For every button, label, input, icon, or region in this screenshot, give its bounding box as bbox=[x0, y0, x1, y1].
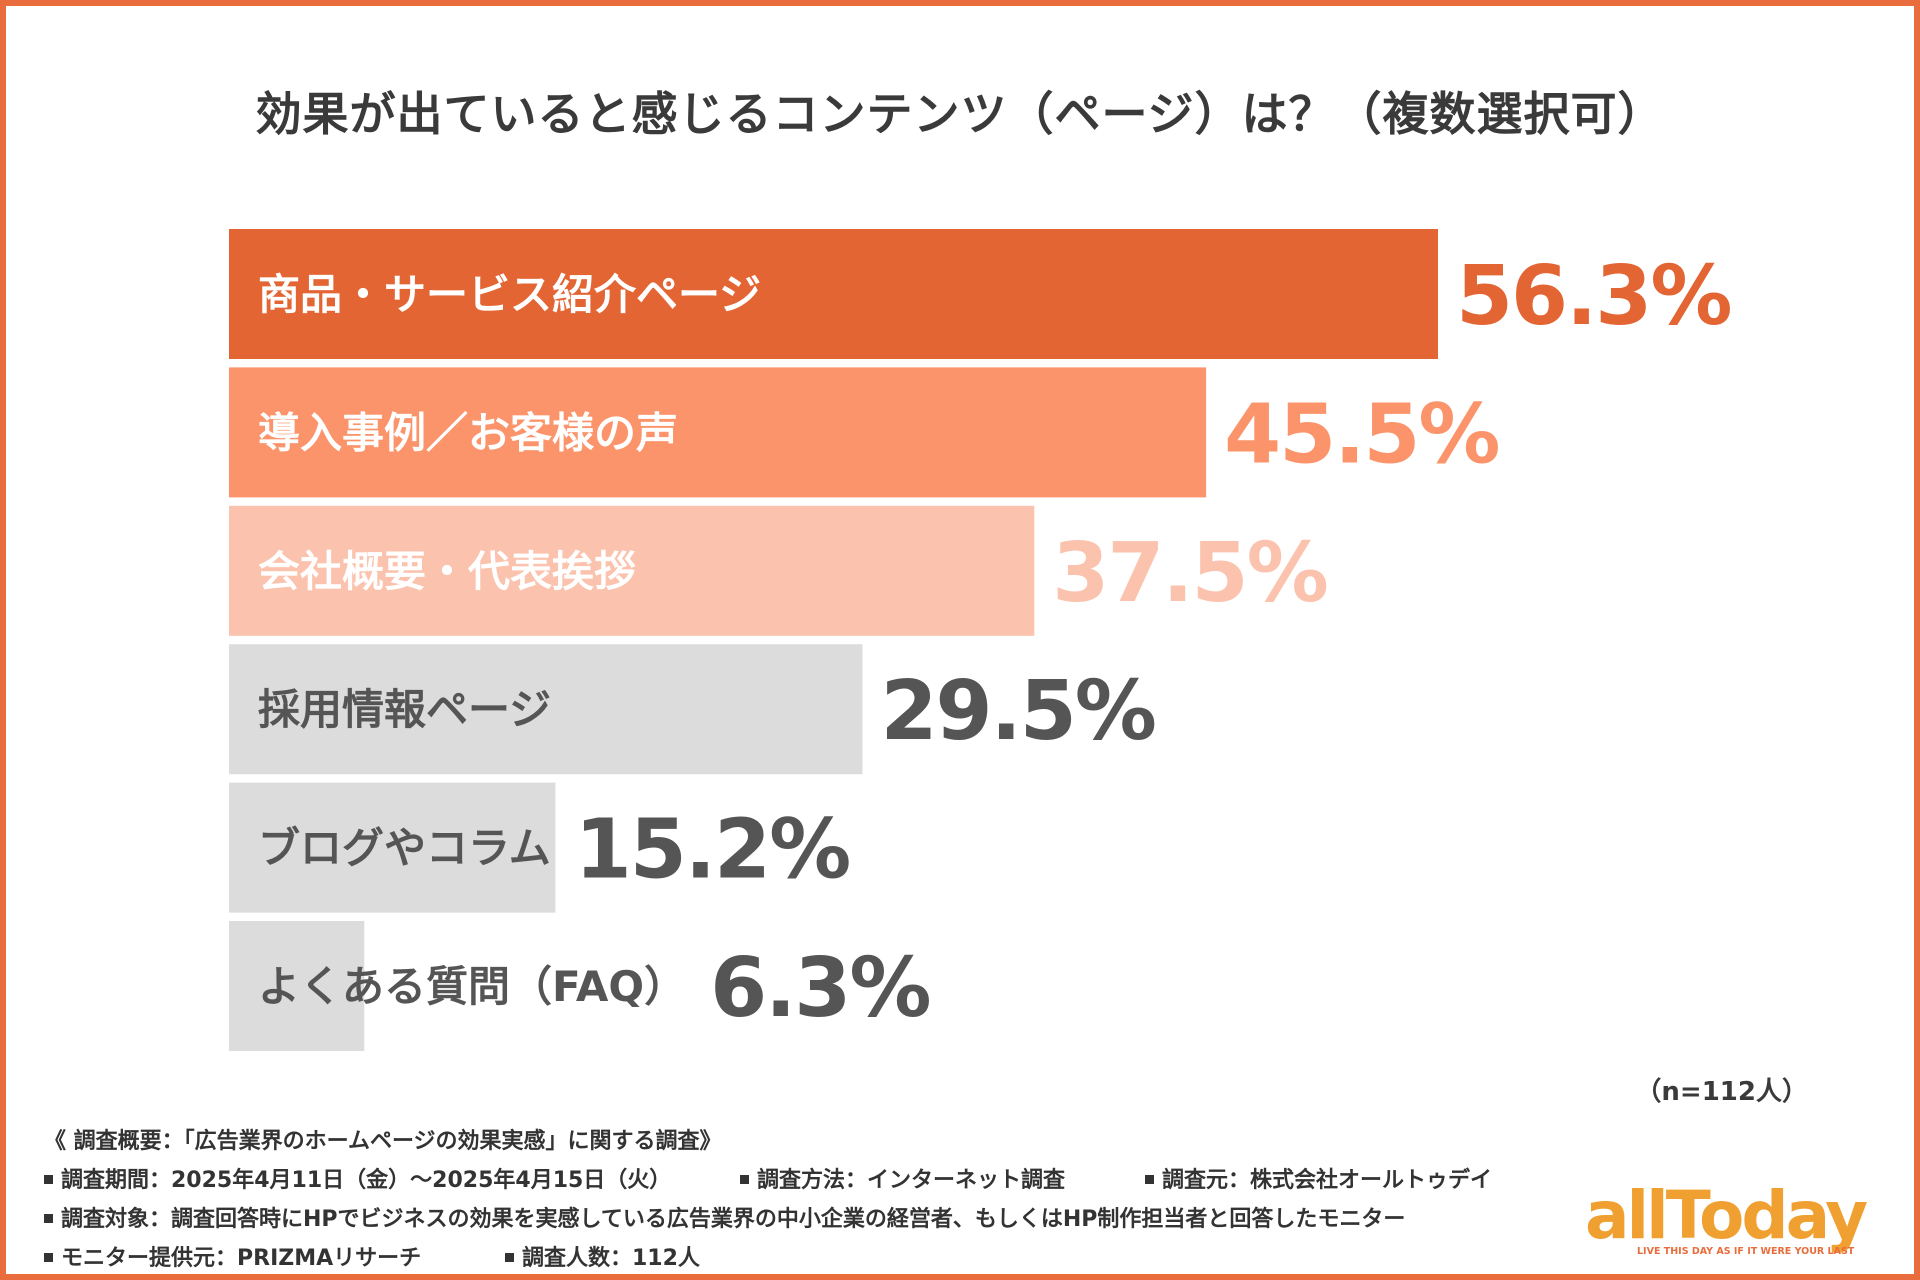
bar-label-5: ブログやコラム bbox=[258, 824, 551, 873]
bar-value-6: 6.3% bbox=[710, 941, 929, 1036]
sample-size-note: （n=112人） bbox=[1635, 1077, 1808, 1107]
bar-1 bbox=[229, 229, 1438, 359]
logo-tagline: LIVE THIS DAY AS IF IT WERE YOUR LAST bbox=[1637, 1246, 1855, 1257]
bar-6 bbox=[229, 921, 365, 1051]
survey-method: 調査方法：インターネット調査 bbox=[740, 1162, 1065, 1194]
survey-summary: 《 調査概要：「広告業界のホームページの効果実感」に関する調査》 bbox=[44, 1129, 722, 1154]
bar-value-5: 15.2% bbox=[575, 803, 849, 898]
alltoday-logo: allToday LIVE THIS DAY AS IF IT WERE YOU… bbox=[1585, 1177, 1885, 1265]
bar-value-4: 29.5% bbox=[880, 664, 1154, 759]
bar-value-1: 56.3% bbox=[1456, 249, 1730, 344]
bar-value-3: 37.5% bbox=[1052, 526, 1326, 621]
survey-count: 調査人数：112人 bbox=[505, 1240, 700, 1272]
bar-label-1: 商品・サービス紹介ページ bbox=[258, 270, 761, 319]
bar-3 bbox=[229, 505, 1035, 636]
survey-period: 調査期間：2025年4月11日（金）～2025年4月15日（火） bbox=[44, 1162, 671, 1194]
chart-title: 効果が出ていると感じるコンテンツ（ページ）は？（複数選択可） bbox=[255, 87, 1665, 141]
bar-label-4: 採用情報ページ bbox=[258, 685, 551, 734]
survey-provider: モニター提供元：PRIZMAリサーチ bbox=[44, 1240, 421, 1272]
bar-4 bbox=[229, 644, 863, 775]
bar-label-2: 導入事例／お客様の声 bbox=[258, 408, 678, 457]
survey-source: 調査元：株式会社オールトゥデイ bbox=[1145, 1162, 1492, 1194]
bar-label-3: 会社概要・代表挨拶 bbox=[258, 547, 636, 596]
bar-2 bbox=[229, 367, 1207, 498]
bar-label-6: よくある質問（FAQ） bbox=[258, 962, 686, 1011]
bar-value-2: 45.5% bbox=[1224, 387, 1498, 482]
survey-target: 調査対象：調査回答時にHPでビジネスの効果を実感している広告業界の中小企業の経営… bbox=[44, 1201, 1405, 1233]
logo-wordmark: allToday bbox=[1585, 1177, 1868, 1254]
bar-5 bbox=[229, 782, 556, 913]
